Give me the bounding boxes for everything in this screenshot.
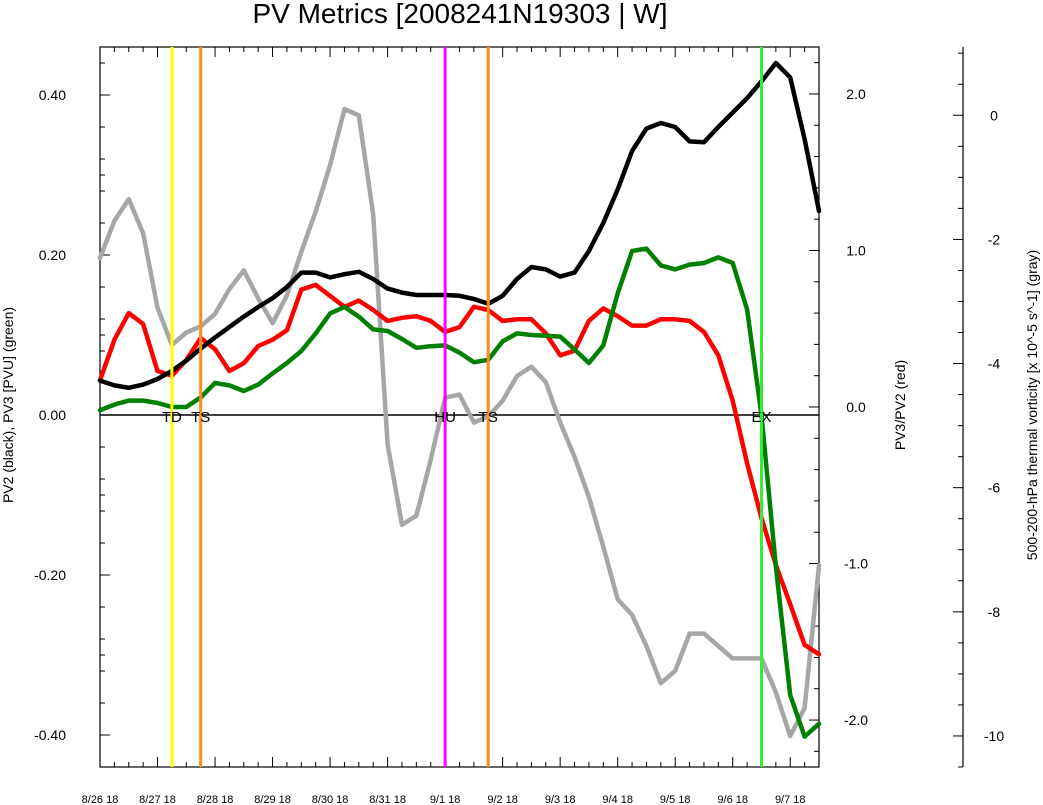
left-tick-label: -0.20 xyxy=(34,567,66,583)
x-tick-label: 8/30 18 xyxy=(312,794,349,805)
far-right-tick-label: 0 xyxy=(990,107,998,123)
right-tick-label: 2.0 xyxy=(846,86,866,102)
x-tick-label: 9/5 18 xyxy=(660,794,691,805)
left-tick-label: 0.20 xyxy=(39,247,66,263)
x-axis: 8/26 18 8/27 18 8/28 18 8/29 18 8/30 18 8/31 … xyxy=(82,47,820,805)
right-tick-label: 0.0 xyxy=(846,399,866,415)
x-tick-label: 9/1 18 xyxy=(430,794,461,805)
far-right-axis-label: 500-200-hPa thermal vorticity [x 10^-5 s… xyxy=(1024,250,1040,560)
right-axis-label: PV3/PV2 (red) xyxy=(892,360,908,450)
x-tick-label: 8/27 18 xyxy=(139,794,176,805)
event-label: HU xyxy=(434,409,456,426)
event-label: TD xyxy=(162,409,182,426)
x-tick-label: 9/2 18 xyxy=(487,794,518,805)
right-y-axis: 2.0 1.0 0.0 -1.0 -2.0 xyxy=(809,62,868,752)
x-tick-label: 9/7 18 xyxy=(775,794,806,805)
x-tick-label: 8/29 18 xyxy=(254,794,291,805)
far-right-tick-label: -8 xyxy=(988,604,1001,620)
x-tick-label: 8/28 18 xyxy=(197,794,234,805)
far-right-y-axis: 0 -2 -4 -6 -8 -10 xyxy=(953,47,1004,768)
plot-area-frame xyxy=(99,46,820,768)
right-tick-label: -1.0 xyxy=(844,556,868,572)
event-markers: TD TS HU TS EX xyxy=(162,47,771,767)
x-tick-label: 9/3 18 xyxy=(545,794,576,805)
x-tick-label: 8/26 18 xyxy=(82,794,119,805)
right-tick-label: 1.0 xyxy=(846,242,866,258)
far-right-tick-label: -10 xyxy=(984,728,1004,744)
series-line-thermal-vorticity xyxy=(97,106,822,739)
event-label: TS xyxy=(191,409,210,426)
left-y-axis: 0.40 0.20 0.00 -0.20 -0.40 xyxy=(34,62,110,768)
left-axis-label: PV2 (black), PV3 [PVU] (green) xyxy=(0,307,16,503)
far-right-tick-label: -2 xyxy=(988,231,1001,247)
series-line-pv2 xyxy=(97,60,822,391)
right-tick-label: -2.0 xyxy=(844,712,868,728)
far-right-tick-label: -6 xyxy=(988,480,1001,496)
left-tick-label: 0.40 xyxy=(39,87,66,103)
left-tick-label: 0.00 xyxy=(39,407,66,423)
far-right-tick-label: -4 xyxy=(988,356,1001,372)
x-tick-label: 9/6 18 xyxy=(717,794,748,805)
event-label: EX xyxy=(751,409,771,426)
series-line-pv3 xyxy=(97,246,822,739)
series-layer xyxy=(97,60,822,739)
x-tick-label: 9/4 18 xyxy=(602,794,633,805)
left-tick-label: -0.40 xyxy=(34,727,66,743)
event-label: TS xyxy=(479,409,498,426)
x-tick-label: 8/31 18 xyxy=(369,794,406,805)
series-line-pv3-pv2 xyxy=(97,282,822,657)
chart-title: PV Metrics [2008241N19303 | W] xyxy=(252,0,667,29)
